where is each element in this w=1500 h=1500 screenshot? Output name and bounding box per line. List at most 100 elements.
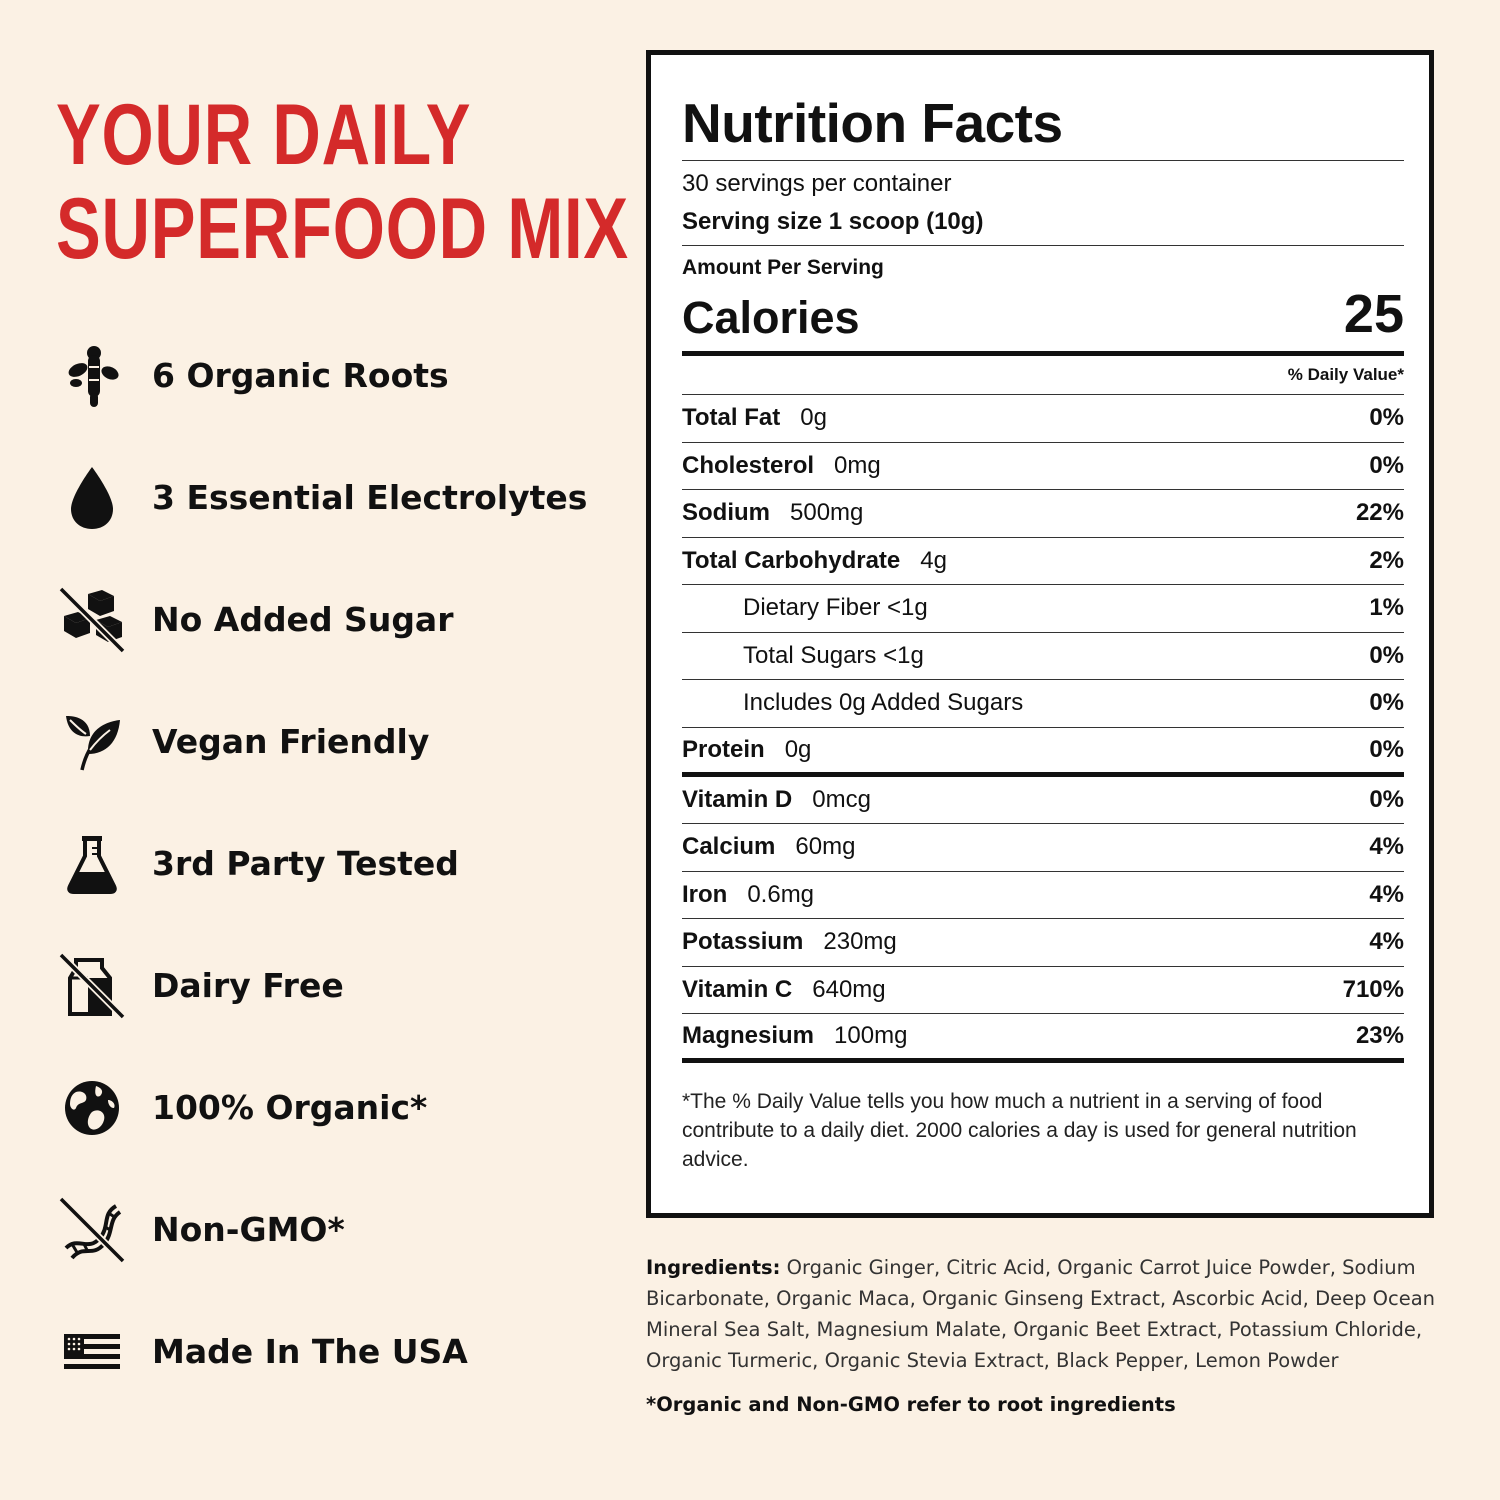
nutrient-daily-value: 0% [1369, 785, 1404, 813]
headline: YOUR DAILY SUPERFOOD MIX [56, 88, 629, 276]
nutrient-amount: 4g [920, 546, 947, 574]
nutrient-row: Protein 0g 0% [682, 728, 1404, 777]
nutrient-daily-value: 0% [1369, 689, 1404, 717]
nutrient-name: Includes 0g Added Sugars [743, 689, 1024, 717]
daily-value-header: % Daily Value* [1287, 365, 1404, 384]
headline-line-1: YOUR DAILY [56, 87, 472, 183]
nutrient-amount: 500mg [790, 499, 864, 527]
nutrient-amount: 60mg [795, 833, 856, 861]
nutrient-name: Total Fat [682, 404, 781, 432]
nutrient-amount: 0mg [834, 451, 881, 479]
feature-label: Dairy Free [152, 966, 344, 1005]
nutrient-row: Dietary Fiber <1g 1% [682, 585, 1404, 633]
nutrient-row: Total Carbohydrate 4g 2% [682, 538, 1404, 585]
lab-flask-icon [58, 830, 126, 898]
nutrient-daily-value: 4% [1369, 833, 1404, 861]
feature-item: 3 Essential Electrolytes [58, 438, 618, 560]
nutrient-amount: 0.6mg [747, 880, 815, 908]
nutrient-daily-value: 0% [1369, 641, 1404, 669]
nutrient-name: Dietary Fiber <1g [743, 594, 928, 622]
nutrient-row: Vitamin C 640mg 710% [682, 967, 1404, 1014]
nutrient-row: Sodium 500mg 22% [682, 490, 1404, 538]
nutrient-name: Vitamin C [682, 975, 793, 1003]
feature-item: Non-GMO* [58, 1170, 618, 1292]
nutrient-name: Sodium [682, 499, 770, 527]
feature-label: 100% Organic* [152, 1088, 428, 1127]
nutrient-row: Calcium 60mg 4% [682, 824, 1404, 872]
feature-item: No Added Sugar [58, 560, 618, 682]
nutrient-row: Total Sugars <1g 0% [682, 633, 1404, 680]
ingredients-label: Ingredients: [646, 1256, 781, 1279]
feature-item: 3rd Party Tested [58, 804, 618, 926]
nutrient-name: Iron [682, 880, 728, 908]
calories-label: Calories [682, 292, 860, 343]
divider [682, 160, 1404, 161]
feature-label: No Added Sugar [152, 600, 454, 639]
nutrient-amount: 100mg [834, 1022, 908, 1049]
nutrient-amount: 640mg [812, 975, 886, 1003]
nutrient-name: Magnesium [682, 1022, 815, 1049]
nutrient-daily-value: 4% [1369, 880, 1404, 908]
calories-row: Calories 25 [682, 283, 1404, 351]
calories-value: 25 [1343, 284, 1404, 344]
nutrient-daily-value: 1% [1369, 594, 1404, 622]
nutrient-daily-value: 22% [1355, 499, 1404, 527]
divider [682, 245, 1404, 246]
globe-icon [58, 1074, 126, 1142]
no-sugar-cubes-icon [58, 586, 126, 654]
nutrient-name: Cholesterol [682, 451, 815, 479]
nutrient-row: Total Fat 0g 0% [682, 395, 1404, 443]
nutrient-name: Potassium [682, 928, 804, 956]
nutrition-facts-panel: Nutrition Facts 30 servings per containe… [646, 50, 1434, 1218]
nutrient-daily-value: 0% [1369, 451, 1404, 479]
nutrient-name: Total Sugars <1g [743, 641, 924, 669]
feature-label: Vegan Friendly [152, 722, 430, 761]
nutrient-row: Includes 0g Added Sugars 0% [682, 680, 1404, 728]
nutrition-facts-title: Nutrition Facts [682, 92, 1063, 154]
feature-item: Made In The USA [58, 1292, 618, 1414]
daily-value-footnote: *The % Daily Value tells you how much a … [682, 1090, 1357, 1171]
nutrient-daily-value: 23% [1355, 1022, 1404, 1049]
ingredients-text: Organic Ginger, Citric Acid, Organic Car… [646, 1256, 1436, 1372]
amount-per-serving: Amount Per Serving [682, 256, 884, 279]
divider [682, 394, 1404, 395]
nutrient-row: Cholesterol 0mg 0% [682, 443, 1404, 490]
nutrient-amount: 0g [784, 735, 812, 763]
nutrient-name: Total Carbohydrate [682, 546, 901, 574]
nutrient-name: Vitamin D [682, 785, 793, 813]
ginger-root-icon [58, 342, 126, 410]
nutrient-amount: 230mg [823, 928, 897, 956]
organic-note: *Organic and Non-GMO refer to root ingre… [646, 1393, 1176, 1416]
nutrient-daily-value: 0% [1369, 404, 1404, 432]
nutrient-daily-value: 2% [1369, 546, 1404, 574]
feature-label: Made In The USA [152, 1332, 468, 1371]
water-drop-icon [58, 464, 126, 532]
nutrient-daily-value: 0% [1369, 735, 1404, 763]
nutrient-amount: 0mcg [812, 785, 871, 813]
headline-line-2: SUPERFOOD MIX [56, 181, 629, 277]
feature-item: 6 Organic Roots [58, 316, 618, 438]
nutrient-daily-value: 4% [1369, 928, 1404, 956]
nutrient-amount: 0g [800, 404, 827, 432]
nutrient-row: Vitamin D 0mcg 0% [682, 777, 1404, 824]
feature-item: Vegan Friendly [58, 682, 618, 804]
nutrient-row: Magnesium 100mg 23% [682, 1014, 1404, 1063]
nutrient-name: Protein [682, 735, 765, 763]
no-milk-carton-icon [58, 952, 126, 1020]
leaves-icon [58, 708, 126, 776]
feature-item: Dairy Free [58, 926, 618, 1048]
feature-item: 100% Organic* [58, 1048, 618, 1170]
nutrient-row: Iron 0.6mg 4% [682, 872, 1404, 919]
feature-label: 3 Essential Electrolytes [152, 478, 588, 517]
feature-label: 3rd Party Tested [152, 844, 459, 883]
feature-label: 6 Organic Roots [152, 356, 449, 395]
nutrient-row: Potassium 230mg 4% [682, 919, 1404, 967]
divider [682, 351, 1404, 356]
no-dna-icon [58, 1196, 126, 1264]
nutrient-daily-value: 710% [1342, 975, 1404, 1003]
ingredients-list: Ingredients: Organic Ginger, Citric Acid… [646, 1252, 1446, 1376]
serving-size: Serving size 1 scoop (10g) [682, 208, 984, 235]
feature-list: 6 Organic Roots 3 Essential Electrolytes [58, 316, 618, 1414]
usa-flag-icon [58, 1318, 126, 1386]
nutrient-name: Calcium [682, 833, 776, 861]
